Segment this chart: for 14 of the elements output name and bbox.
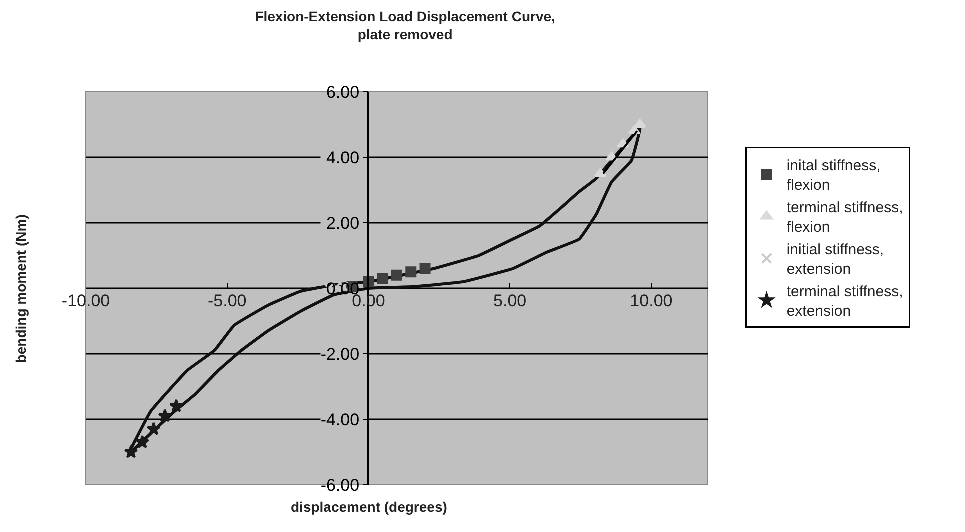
y-tick-label: -2.00 [320,344,360,364]
y-tick-label: -6.00 [320,476,360,495]
y-tick-label: 2.00 [326,214,360,233]
chart-title: Flexion-Extension Load Displacement Curve, plate removed [255,8,556,42]
y-tick-label: 6.00 [326,82,360,102]
x-tick-label: -10.00 [62,292,110,310]
x-axis-title: displacement (degrees) [291,499,448,515]
x-tick-label: -5.00 [208,292,247,310]
y-axis-title: bending moment (Nm) [13,214,30,364]
x-tick-label: 10.00 [630,292,673,310]
y-tick-label: 4.00 [326,148,360,168]
y-tick-label: -4.00 [320,410,360,430]
x-tick-label: 5.00 [494,292,527,310]
legend-label: terminal stiffness, extension [786,284,904,320]
